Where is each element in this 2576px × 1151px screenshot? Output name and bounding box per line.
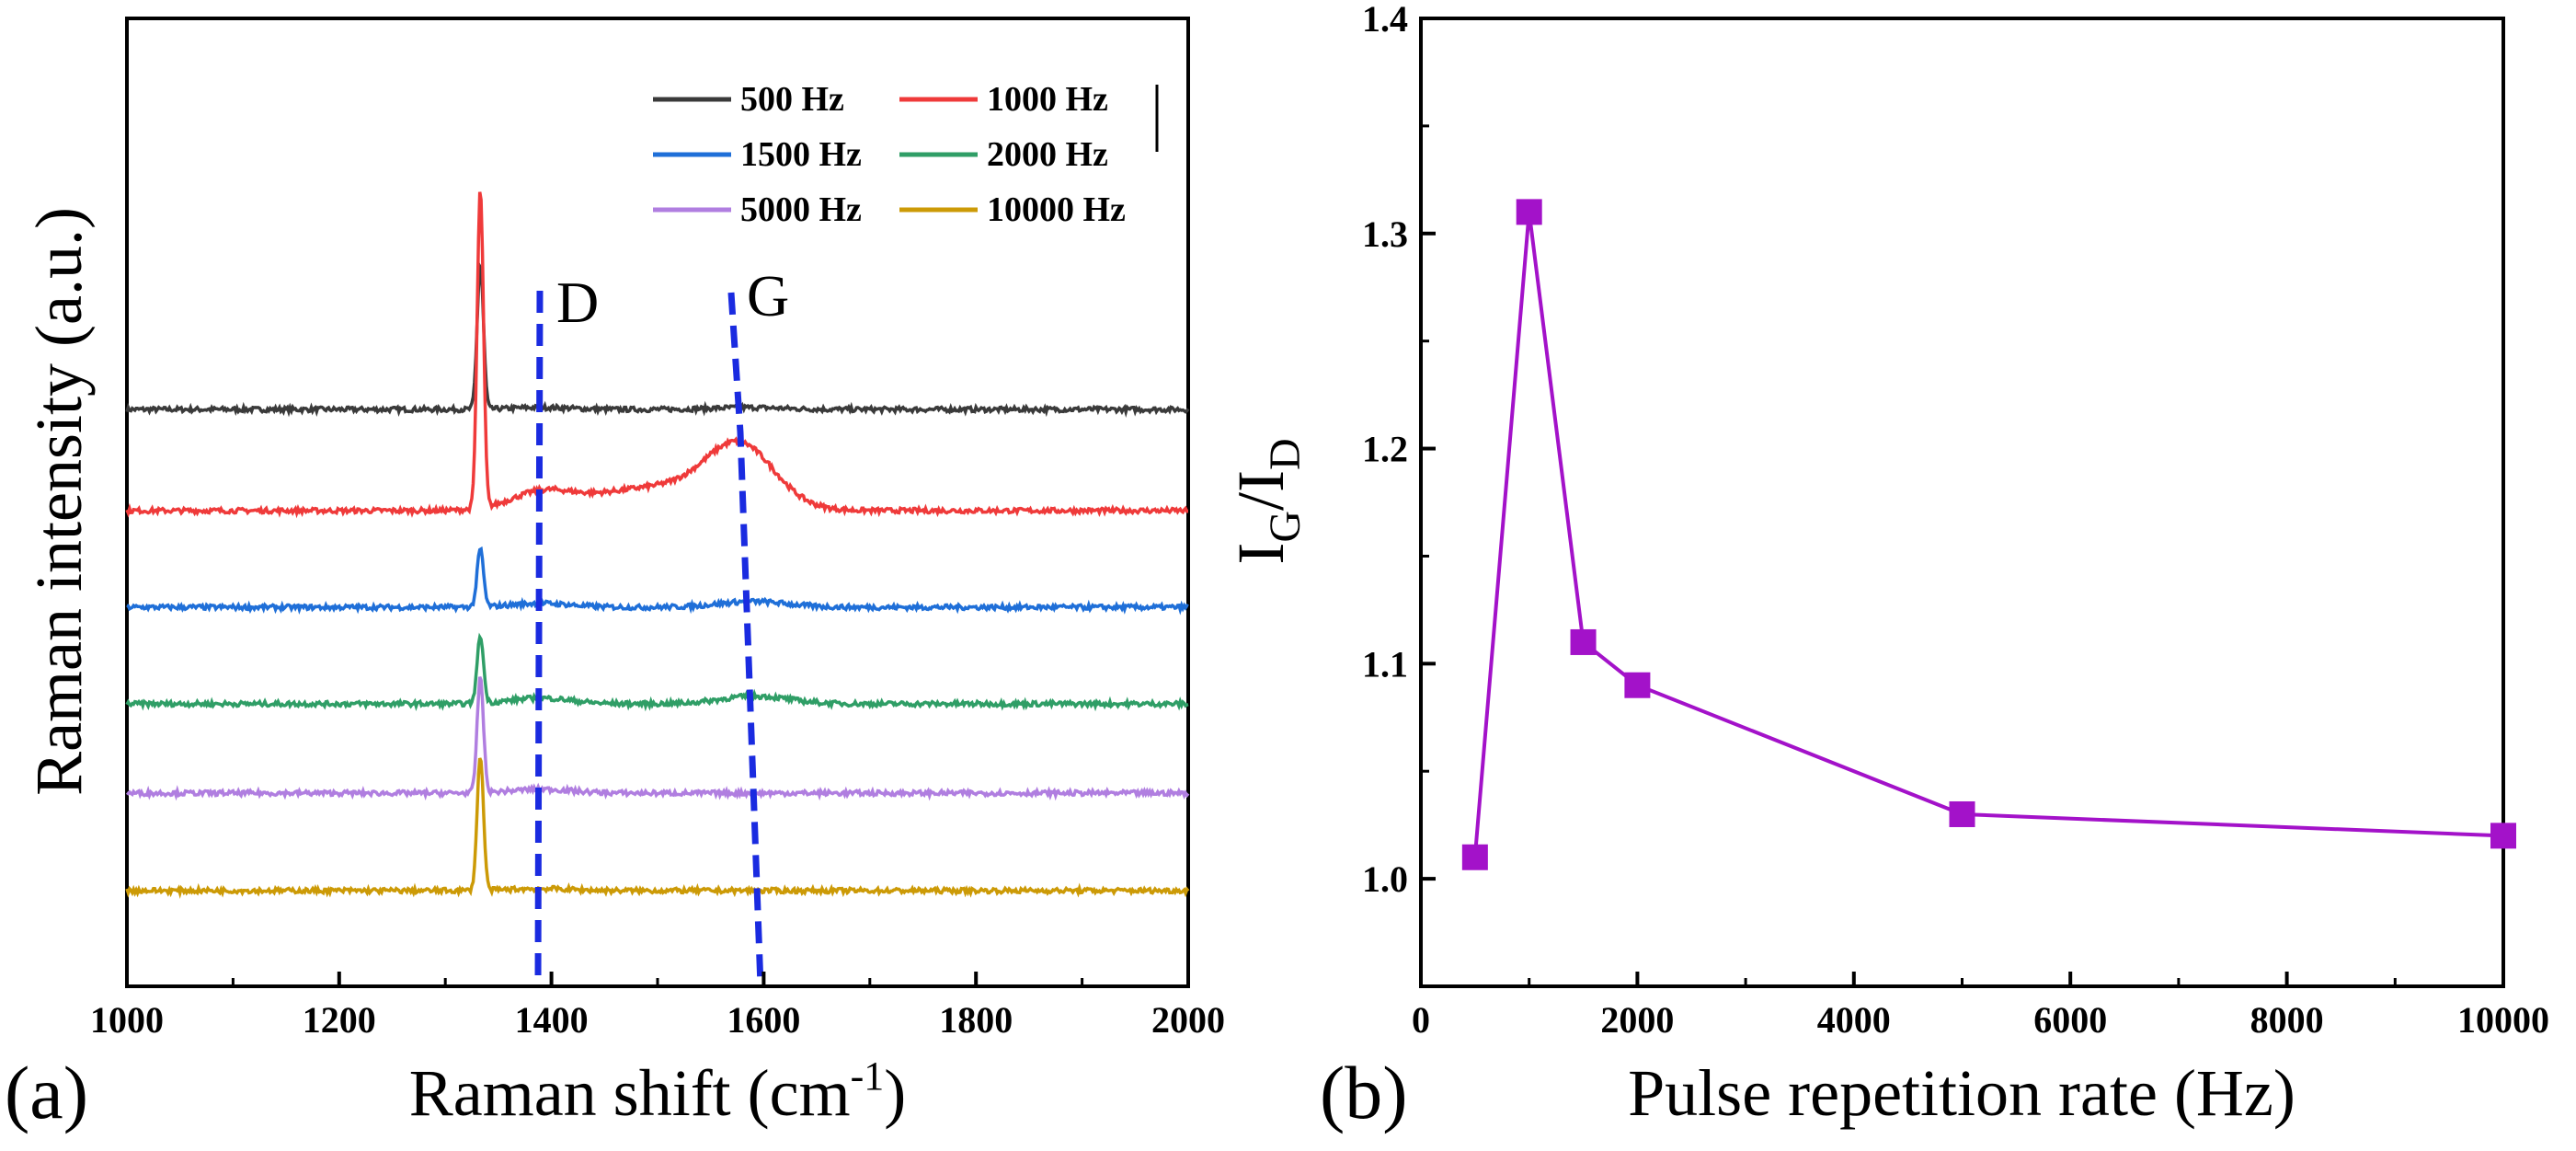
legend-label-500: 500 Hz (740, 80, 844, 119)
panel-b-x-tick-label: 10000 (2457, 999, 2549, 1041)
panel-b: 0 2000 4000 6000 8000 10000 1.0 1.1 1.2 1.3 1.4 IG… (1224, 0, 2549, 1134)
spectrum-500-hz (125, 260, 1190, 418)
panel-b-ylabel-sub-d: D (1261, 438, 1310, 470)
ratio-point (2490, 823, 2516, 849)
peak-label-g: G (747, 263, 789, 328)
panel-a-x-tick-label: 1000 (90, 999, 164, 1041)
panel-b-ticks: 0 2000 4000 6000 8000 10000 1.0 1.1 1.2 1.3 1.4 (1362, 0, 2549, 1041)
panel-a-xlabel-main: Raman shift (cm (409, 1056, 851, 1130)
peak-label-d: D (556, 270, 599, 335)
panel-a-peak-guides (534, 290, 764, 987)
ratio-point (1624, 672, 1651, 698)
panel-b-y-tick-label: 1.4 (1362, 0, 1408, 40)
panel-a-x-tick-label: 1400 (515, 999, 589, 1041)
panel-a-x-ticks: 1000 1200 1400 1600 1800 2000 (90, 972, 1225, 1041)
legend-label-5000: 5000 Hz (740, 190, 862, 229)
panel-a: 1000 1200 1400 1600 1800 2000 D G 500 Hz 1000… (5, 17, 1225, 1134)
panel-b-y-tick-label: 1.2 (1362, 429, 1408, 470)
panel-a-x-tick-label: 1600 (727, 999, 800, 1041)
ratio-line (1472, 212, 2504, 857)
panel-a-xlabel-end: ) (884, 1056, 906, 1130)
legend-label-2000: 2000 Hz (987, 135, 1108, 174)
ratio-point (1461, 844, 1488, 870)
panel-b-frame (1419, 17, 2505, 988)
panel-b-x-tick-label: 4000 (1817, 999, 1891, 1041)
panel-b-y-tick-label: 1.1 (1362, 643, 1408, 685)
panel-label-a: (a) (5, 1051, 88, 1134)
panel-a-spectra (125, 191, 1190, 899)
panel-b-x-tick-label: 6000 (2033, 999, 2107, 1041)
panel-b-ylabel-sub-g: G (1261, 511, 1310, 543)
ratio-point (1516, 199, 1542, 225)
panel-b-series (1461, 199, 2516, 870)
panel-a-xlabel-sup: -1 (851, 1053, 885, 1099)
legend-label-10000: 10000 Hz (987, 190, 1126, 229)
panel-a-x-tick-label: 1200 (303, 999, 376, 1041)
panel-a-x-tick-label: 1800 (939, 999, 1013, 1041)
panel-b-x-tick-label: 2000 (1600, 999, 1674, 1041)
spectrum-5000-hz (125, 676, 1190, 801)
panel-b-x-tick-label: 0 (1412, 999, 1430, 1041)
panel-b-xlabel: Pulse repetition rate (Hz) (1628, 1056, 2296, 1130)
panel-a-xlabel: Raman shift (cm-1) (409, 1053, 907, 1130)
panel-b-ylabel-slash-i: /I (1224, 470, 1298, 511)
spectrum-2000-hz (125, 632, 1189, 712)
legend-label-1000: 1000 Hz (987, 80, 1108, 119)
d-band-guide (534, 290, 544, 987)
legend-label-1500: 1500 Hz (740, 135, 862, 174)
ratio-point (1949, 800, 1975, 827)
panel-a-legend: 500 Hz 1000 Hz 1500 Hz 2000 Hz 5000 Hz 1… (653, 80, 1159, 229)
panel-a-ylabel: Raman intensity (a.u.) (22, 207, 96, 796)
panel-label-b: (b) (1320, 1051, 1408, 1134)
panel-b-ylabel-i: I (1224, 543, 1298, 565)
panel-b-y-tick-label: 1.0 (1362, 858, 1408, 900)
spectrum-10000-hz (125, 757, 1190, 899)
panel-b-y-tick-label: 1.3 (1362, 213, 1408, 255)
panel-a-x-tick-label: 2000 (1151, 999, 1225, 1041)
spectrum-1000-hz (125, 191, 1189, 519)
g-band-guide (727, 292, 764, 987)
panel-b-ylabel: IG/ID (1224, 438, 1310, 564)
panel-b-x-tick-label: 8000 (2250, 999, 2324, 1041)
ratio-point (1570, 628, 1597, 655)
spectrum-1500-hz (126, 546, 1189, 616)
